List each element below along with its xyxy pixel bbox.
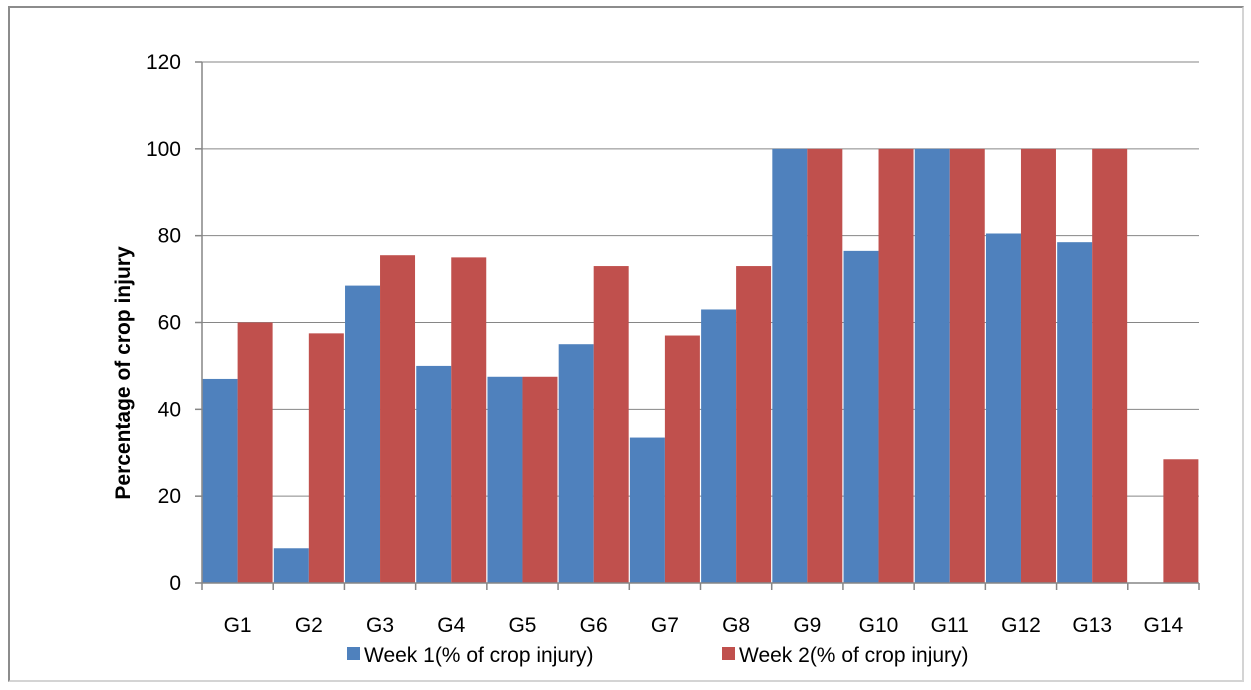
- y-tick-label: 40: [158, 398, 181, 421]
- legend-swatch-week1: [347, 647, 360, 660]
- week1-bar-g5: [487, 376, 523, 583]
- x-tick-label: G5: [508, 614, 536, 637]
- y-tick-label: 100: [146, 138, 181, 161]
- legend: Week 1(% of crop injury) Week 2(% of crop…: [347, 644, 969, 667]
- y-tick-label: 20: [158, 485, 181, 508]
- week1-bar-g8: [701, 309, 737, 583]
- legend-label-week1: Week 1(% of crop injury): [364, 644, 594, 667]
- x-tick-label: G12: [1001, 614, 1041, 637]
- y-tick-labels: 0 20 40 60 80 100 120: [146, 51, 181, 595]
- week1-bar-g12: [985, 233, 1021, 583]
- week1-bar-g3: [345, 285, 381, 583]
- y-tick-label: 0: [169, 572, 181, 595]
- x-tick-label: G10: [859, 614, 899, 637]
- week2-bar-g6: [593, 266, 629, 583]
- week2-bar-g10: [878, 148, 914, 584]
- week1-bar-g13: [1057, 242, 1093, 583]
- y-tick-label: 60: [158, 312, 181, 335]
- x-tick-label: G8: [722, 614, 750, 637]
- x-tick-labels: G1 G2 G3 G4 G5 G6 G7 G8 G9 G10 G11 G12 G13 G14: [224, 614, 1184, 637]
- week2-bar-g12: [1020, 148, 1056, 584]
- week2-bar-g1: [237, 322, 273, 583]
- x-tick-label: G6: [580, 614, 608, 637]
- week1-bar-g6: [558, 344, 594, 583]
- week2-bar-g8: [736, 266, 772, 583]
- bars: [202, 148, 1199, 584]
- x-tick-label: G1: [224, 614, 252, 637]
- week2-bar-g4: [451, 257, 487, 583]
- week1-bar-g11: [914, 148, 950, 584]
- x-tick-label: G7: [651, 614, 679, 637]
- x-tick-label: G9: [793, 614, 821, 637]
- week1-bar-g9: [772, 148, 808, 584]
- y-tick-label: 80: [158, 225, 181, 248]
- week2-bar-g7: [664, 335, 700, 583]
- week2-bar-g3: [380, 255, 416, 583]
- week2-bar-g13: [1092, 148, 1128, 584]
- legend-swatch-week2: [722, 647, 735, 660]
- week2-bar-g11: [949, 148, 985, 584]
- x-tick-label: G14: [1144, 614, 1184, 637]
- x-tick-label: G13: [1072, 614, 1112, 637]
- week2-bar-g5: [522, 376, 558, 583]
- y-axis-label: Percentage of crop injury: [112, 246, 135, 500]
- week1-bar-g10: [843, 250, 879, 584]
- week1-bar-g1: [202, 378, 238, 583]
- week2-bar-g9: [807, 148, 843, 584]
- week1-bar-g7: [629, 437, 665, 583]
- y-tick-label: 120: [146, 51, 181, 74]
- x-tick-label: G3: [366, 614, 394, 637]
- x-tick-label: G4: [437, 614, 465, 637]
- week2-bar-g14: [1163, 459, 1199, 583]
- x-tick-label: G2: [295, 614, 323, 637]
- week1-bar-g4: [416, 365, 452, 583]
- x-tick-label: G11: [931, 614, 969, 637]
- legend-label-week2: Week 2(% of crop injury): [739, 644, 969, 667]
- week2-bar-g2: [308, 333, 344, 583]
- chart-frame: [8, 6, 1244, 682]
- week1-bar-g2: [273, 548, 309, 583]
